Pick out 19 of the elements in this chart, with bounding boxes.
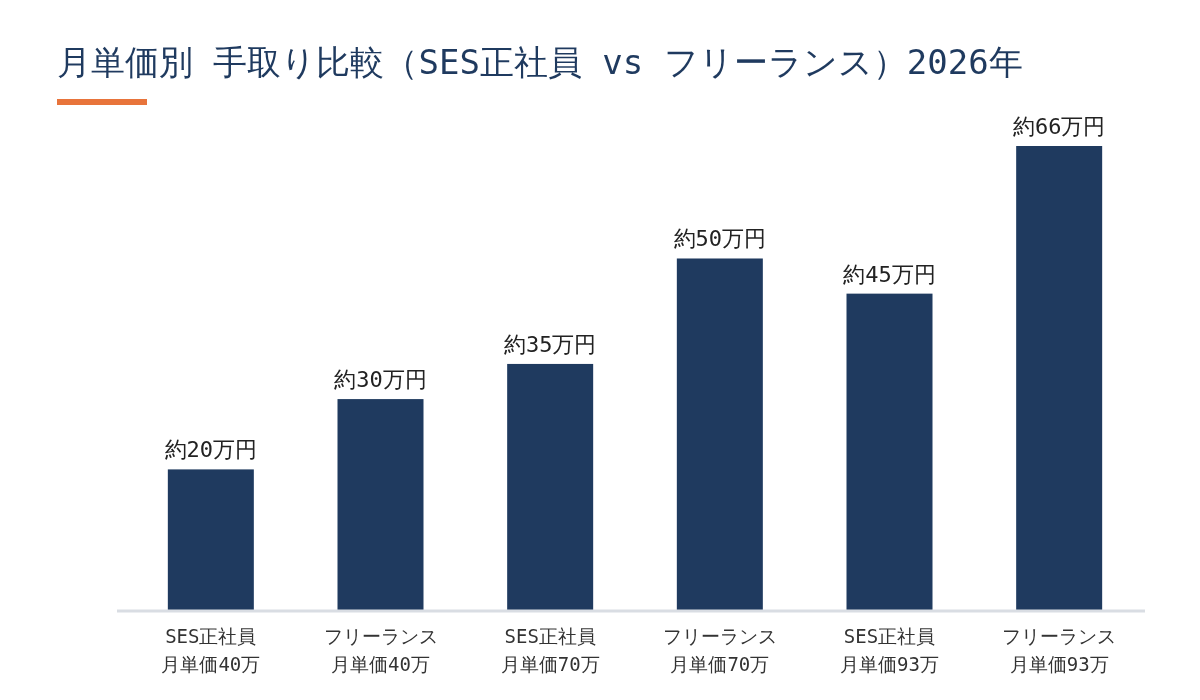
data-label: 約66万円 xyxy=(1012,114,1106,139)
x-tick-label: フリーランス月単価70万 xyxy=(662,625,777,675)
data-label: 約45万円 xyxy=(843,261,936,287)
bar xyxy=(846,293,933,610)
data-label: 約30万円 xyxy=(334,367,427,393)
bar xyxy=(507,363,594,610)
bar xyxy=(337,399,424,610)
bar xyxy=(167,469,254,610)
x-tick-label: SES正社員月単価40万 xyxy=(161,625,261,675)
x-tick-label: SES正社員月単価70万 xyxy=(500,625,600,675)
x-tick-label: フリーランス月単価40万 xyxy=(323,625,438,675)
chart-title: 月単価別 手取り比較（SES正社員 vs フリーランス）2026年 xyxy=(57,42,1023,82)
data-label: 約35万円 xyxy=(503,331,597,357)
data-label: 約20万円 xyxy=(164,437,258,463)
bar xyxy=(1016,146,1103,610)
x-tick-label: フリーランス月単価93万 xyxy=(1002,625,1117,675)
data-label: 約50万円 xyxy=(673,226,767,252)
bar xyxy=(676,258,763,610)
x-tick-label: SES正社員月単価93万 xyxy=(840,625,939,675)
